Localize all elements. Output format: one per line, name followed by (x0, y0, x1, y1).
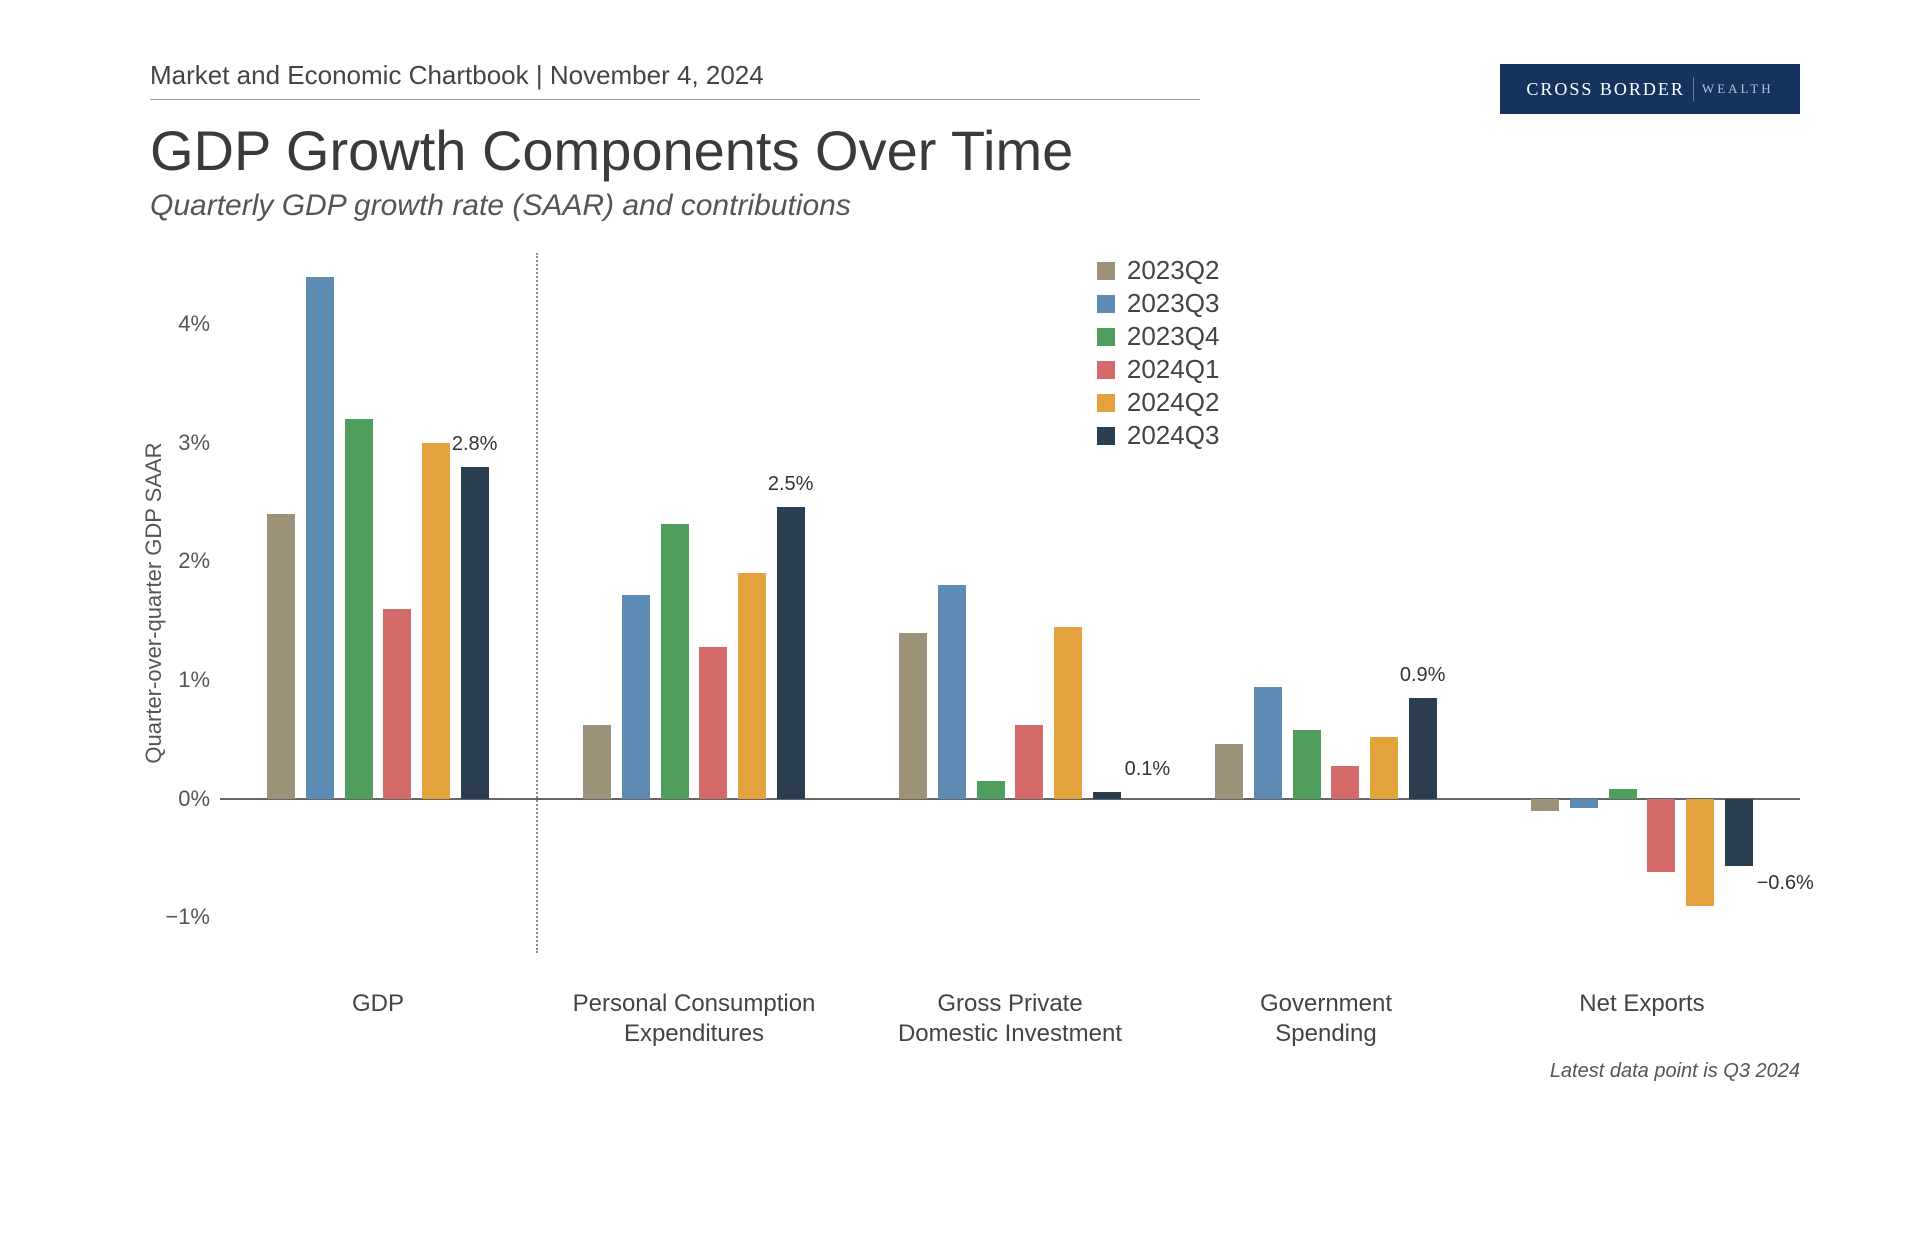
bar (422, 443, 450, 799)
bar (1647, 799, 1675, 873)
legend-swatch (1097, 427, 1115, 445)
x-category-label: Personal ConsumptionExpenditures (536, 989, 852, 1049)
category-separator (536, 253, 538, 953)
legend-label: 2023Q4 (1127, 321, 1220, 352)
brand-logo: CROSS BORDER WEALTH (1500, 64, 1800, 114)
bar-value-label: −0.6% (1757, 872, 1814, 895)
logo-divider (1693, 77, 1694, 101)
bar (661, 524, 689, 799)
legend-swatch (1097, 394, 1115, 412)
bar (699, 647, 727, 799)
legend-swatch (1097, 262, 1115, 280)
legend-label: 2024Q3 (1127, 420, 1220, 451)
y-tick-label: 2% (178, 548, 210, 574)
y-tick-label: −1% (165, 904, 210, 930)
legend: 2023Q22023Q32023Q42024Q12024Q22024Q3 (1097, 253, 1220, 453)
bar (938, 585, 966, 799)
y-tick-label: 1% (178, 667, 210, 693)
logo-right: WEALTH (1702, 81, 1774, 97)
bar-value-label: 0.9% (1400, 664, 1446, 687)
bar (1015, 725, 1043, 799)
bar (1054, 627, 1082, 799)
bar (1609, 789, 1637, 798)
x-category-label: GDP (220, 989, 536, 1019)
subtitle: Quarterly GDP growth rate (SAAR) and con… (150, 189, 1800, 223)
chart-plot: Quarter-over-quarter GDP SAAR −1%0%1%2%3… (220, 253, 1800, 953)
bar (267, 514, 295, 799)
legend-swatch (1097, 328, 1115, 346)
legend-item: 2024Q2 (1097, 387, 1220, 418)
y-tick-label: 4% (178, 311, 210, 337)
bar (1725, 799, 1753, 867)
bar (1254, 687, 1282, 799)
chart-area: Quarter-over-quarter GDP SAAR −1%0%1%2%3… (150, 253, 1800, 953)
bar (777, 507, 805, 799)
legend-item: 2023Q2 (1097, 255, 1220, 286)
bar (461, 467, 489, 799)
bar (383, 609, 411, 799)
plot-region: −1%0%1%2%3%4%GDP2.8%Personal Consumption… (220, 253, 1800, 953)
bar (1686, 799, 1714, 906)
legend-label: 2023Q3 (1127, 288, 1220, 319)
x-category-label: Gross PrivateDomestic Investment (852, 989, 1168, 1049)
bar (583, 725, 611, 799)
zero-line (220, 798, 1800, 800)
legend-label: 2024Q1 (1127, 354, 1220, 385)
bar-value-label: 2.5% (768, 473, 814, 496)
legend-swatch (1097, 295, 1115, 313)
bar (1331, 766, 1359, 799)
x-category-label: GovernmentSpending (1168, 989, 1484, 1049)
legend-label: 2023Q2 (1127, 255, 1220, 286)
bar (1531, 799, 1559, 811)
legend-item: 2023Q3 (1097, 288, 1220, 319)
bar (306, 277, 334, 799)
bar (1293, 730, 1321, 799)
bar (345, 419, 373, 799)
pretitle: Market and Economic Chartbook | November… (150, 60, 1200, 100)
chart-footnote: Latest data point is Q3 2024 (1550, 1060, 1800, 1083)
y-axis-label: Quarter-over-quarter GDP SAAR (141, 442, 167, 763)
bar (622, 595, 650, 799)
page-title: GDP Growth Components Over Time (150, 118, 1800, 183)
legend-item: 2024Q3 (1097, 420, 1220, 451)
bar (899, 633, 927, 799)
bar (1215, 744, 1243, 799)
legend-item: 2024Q1 (1097, 354, 1220, 385)
y-tick-label: 0% (178, 786, 210, 812)
bar-value-label: 2.8% (452, 433, 498, 456)
bar (977, 781, 1005, 799)
header: Market and Economic Chartbook | November… (150, 60, 1800, 223)
legend-item: 2023Q4 (1097, 321, 1220, 352)
bar (1093, 792, 1121, 799)
bar-value-label: 0.1% (1125, 758, 1171, 781)
page: Market and Economic Chartbook | November… (0, 0, 1920, 1240)
legend-label: 2024Q2 (1127, 387, 1220, 418)
bar (1370, 737, 1398, 799)
bar (1409, 698, 1437, 799)
logo-left: CROSS BORDER (1526, 79, 1685, 100)
y-tick-label: 3% (178, 430, 210, 456)
legend-swatch (1097, 361, 1115, 379)
bar (738, 573, 766, 798)
x-category-label: Net Exports (1484, 989, 1800, 1019)
bar (1570, 799, 1598, 808)
